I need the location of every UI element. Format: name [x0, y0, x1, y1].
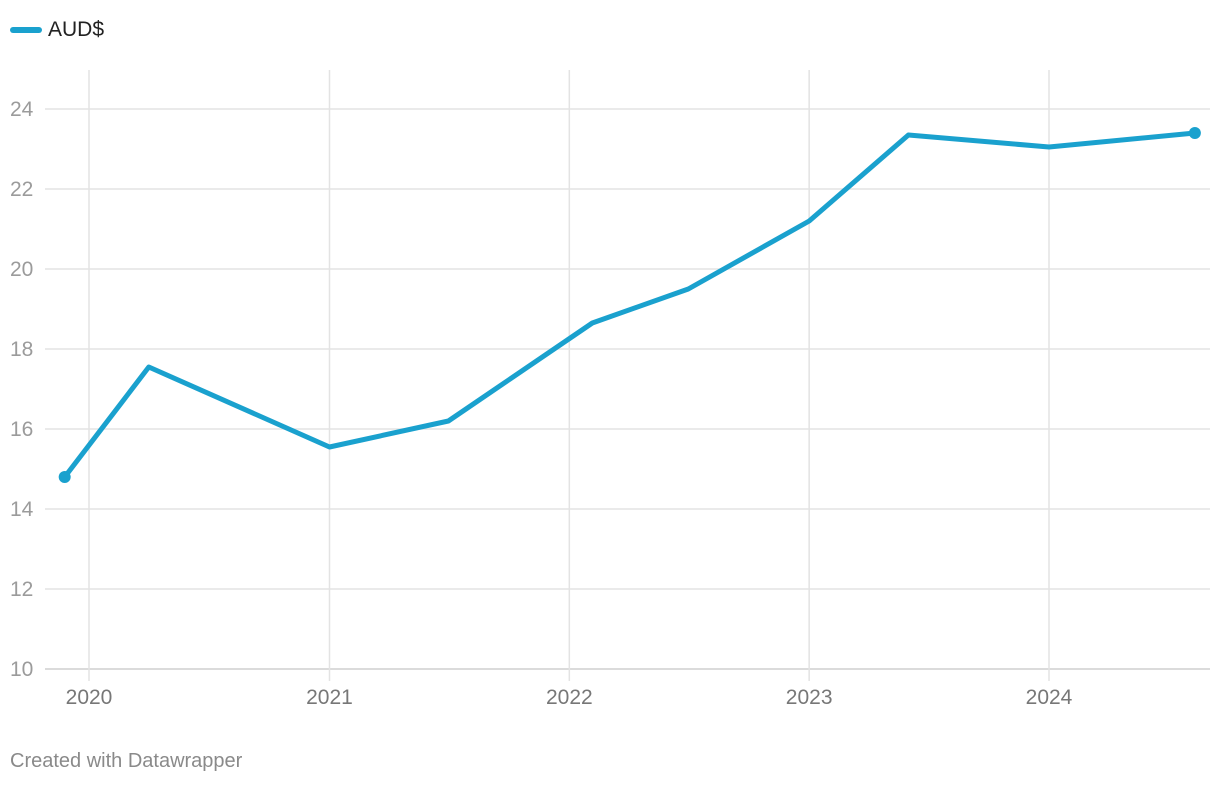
series-group — [58, 127, 1201, 483]
x-axis-labels: 2020 2021 2022 2023 2024 — [66, 686, 1073, 709]
legend: AUD$ — [10, 16, 104, 44]
legend-label: AUD$ — [48, 18, 105, 41]
x-gridlines — [88, 70, 1050, 681]
y-tick-label: 12 — [10, 578, 33, 601]
y-tick-label: 22 — [10, 178, 33, 201]
y-axis-labels: 10 12 14 16 18 20 22 24 — [10, 98, 34, 681]
series-endpoint-marker — [1188, 127, 1201, 139]
y-tick-label: 20 — [10, 258, 33, 281]
series-line — [62, 130, 1198, 480]
y-gridlines — [45, 108, 1210, 670]
series-endpoint-marker — [58, 471, 71, 483]
x-tick-label: 2024 — [1026, 686, 1073, 709]
x-tick-label: 2021 — [306, 686, 353, 709]
x-tick-label: 2020 — [66, 686, 113, 709]
y-tick-label: 24 — [10, 98, 34, 121]
y-tick-label: 10 — [10, 658, 33, 681]
legend-swatch — [10, 27, 42, 33]
y-tick-label: 16 — [10, 418, 33, 441]
y-tick-label: 18 — [10, 338, 33, 361]
y-tick-label: 14 — [10, 498, 34, 521]
x-tick-label: 2022 — [546, 686, 593, 709]
x-tick-label: 2023 — [786, 686, 833, 709]
footer-credit: Created with Datawrapper — [10, 750, 243, 772]
